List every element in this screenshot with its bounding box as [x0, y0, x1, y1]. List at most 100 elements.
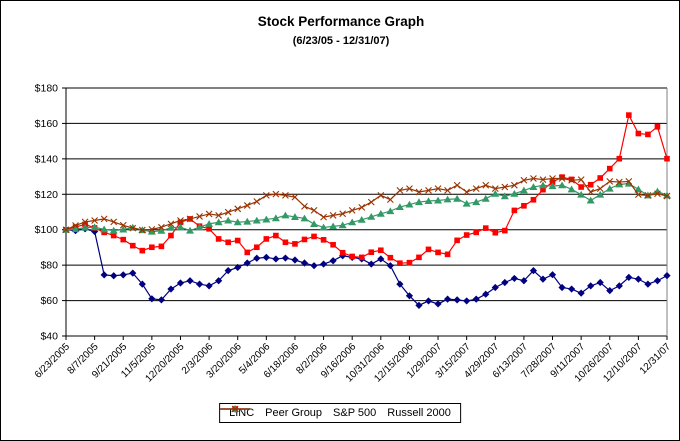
- diamond-marker: [367, 260, 375, 268]
- diamond-marker: [625, 273, 633, 281]
- x-marker: [272, 190, 280, 198]
- x-marker: [215, 211, 223, 219]
- square-marker: [120, 236, 127, 243]
- square-marker: [454, 237, 460, 244]
- x-marker: [358, 204, 366, 211]
- x-marker: [501, 183, 509, 191]
- x-marker: [453, 181, 461, 189]
- diamond-marker: [396, 280, 404, 288]
- diamond-marker: [243, 259, 251, 267]
- x-marker: [425, 187, 432, 194]
- x-marker: [587, 188, 595, 196]
- axes: $40$60$80$100$120$140$160$1806/23/20058/…: [33, 83, 674, 385]
- diamond-marker: [529, 267, 538, 275]
- x-marker: [234, 205, 242, 213]
- x-marker: [177, 217, 184, 224]
- diamond-marker: [424, 297, 433, 305]
- diamond-marker: [472, 295, 480, 303]
- triangle-marker: [395, 203, 404, 211]
- triangle-marker: [663, 191, 671, 199]
- diamond-marker: [596, 278, 604, 287]
- triangle-marker: [243, 217, 252, 225]
- diamond-marker: [176, 279, 185, 287]
- square-marker: [168, 232, 174, 239]
- diamond-marker: [587, 282, 595, 290]
- x-marker: [224, 208, 232, 216]
- triangle-marker: [367, 212, 376, 220]
- triangle-marker: [596, 190, 605, 198]
- diamond-marker: [157, 296, 165, 304]
- diamond-marker: [100, 271, 108, 279]
- square-marker: [425, 246, 432, 253]
- x-marker: [482, 181, 490, 189]
- series-russell-2000: [62, 175, 671, 234]
- x-marker: [243, 202, 251, 209]
- x-marker: [596, 185, 604, 193]
- triangle-marker: [519, 186, 528, 194]
- legend-item-s-p-500: S&P 500: [220, 405, 376, 419]
- square-marker: [578, 184, 584, 190]
- diamond-marker: [443, 295, 452, 303]
- diamond-marker: [663, 271, 671, 280]
- triangle-marker: [653, 187, 662, 195]
- x-marker: [129, 224, 137, 232]
- square-marker: [282, 239, 289, 246]
- square-marker: [530, 196, 537, 203]
- x-marker: [262, 191, 270, 199]
- square-marker: [549, 179, 556, 185]
- x-marker: [606, 177, 614, 185]
- square-marker: [654, 123, 661, 130]
- x-marker: [196, 213, 203, 220]
- triangle-marker: [376, 209, 385, 217]
- square-marker: [311, 233, 317, 240]
- triangle-marker: [500, 192, 509, 200]
- triangle-marker: [300, 214, 309, 222]
- diamond-marker: [262, 253, 270, 261]
- x-marker: [310, 207, 318, 214]
- square-marker: [616, 155, 623, 162]
- triangle-marker: [348, 218, 357, 226]
- x-marker: [167, 220, 175, 228]
- y-axis-label: $100: [35, 224, 59, 236]
- square-marker: [234, 237, 241, 244]
- x-marker: [539, 176, 547, 183]
- x-marker: [100, 215, 108, 223]
- square-marker: [416, 254, 422, 261]
- y-axis-label: $80: [40, 260, 58, 272]
- square-marker: [645, 131, 651, 138]
- square-marker: [101, 229, 107, 236]
- x-marker: [396, 187, 404, 194]
- diamond-marker: [577, 289, 585, 297]
- series-line: [65, 183, 668, 233]
- square-marker: [378, 247, 384, 254]
- triangle-marker: [548, 182, 557, 190]
- square-marker: [597, 175, 604, 181]
- square-marker: [482, 225, 489, 231]
- x-marker: [386, 196, 394, 203]
- x-marker: [434, 185, 442, 193]
- diamond-marker: [234, 263, 242, 272]
- triangle-marker: [386, 207, 395, 215]
- triangle-marker: [405, 200, 414, 208]
- x-marker: [625, 177, 633, 185]
- square-marker: [664, 155, 670, 162]
- triangle-marker: [271, 214, 280, 222]
- diamond-marker: [310, 262, 318, 270]
- diamond-marker: [272, 255, 280, 263]
- diamond-marker: [415, 301, 423, 309]
- diamond-marker: [653, 277, 662, 285]
- x-marker: [91, 217, 99, 224]
- y-axis-label: $40: [40, 331, 58, 343]
- x-marker: [81, 218, 89, 226]
- triangle-marker: [100, 225, 109, 233]
- square-marker: [435, 249, 441, 256]
- diamond-marker: [520, 277, 528, 285]
- square-marker: [559, 174, 565, 180]
- x-marker: [663, 192, 671, 200]
- triangle-marker: [462, 199, 471, 207]
- diamond-marker: [386, 262, 394, 270]
- x-marker: [320, 213, 327, 221]
- square-marker: [349, 253, 355, 260]
- diamond-marker: [186, 277, 194, 285]
- series-s-p-500: [62, 179, 671, 235]
